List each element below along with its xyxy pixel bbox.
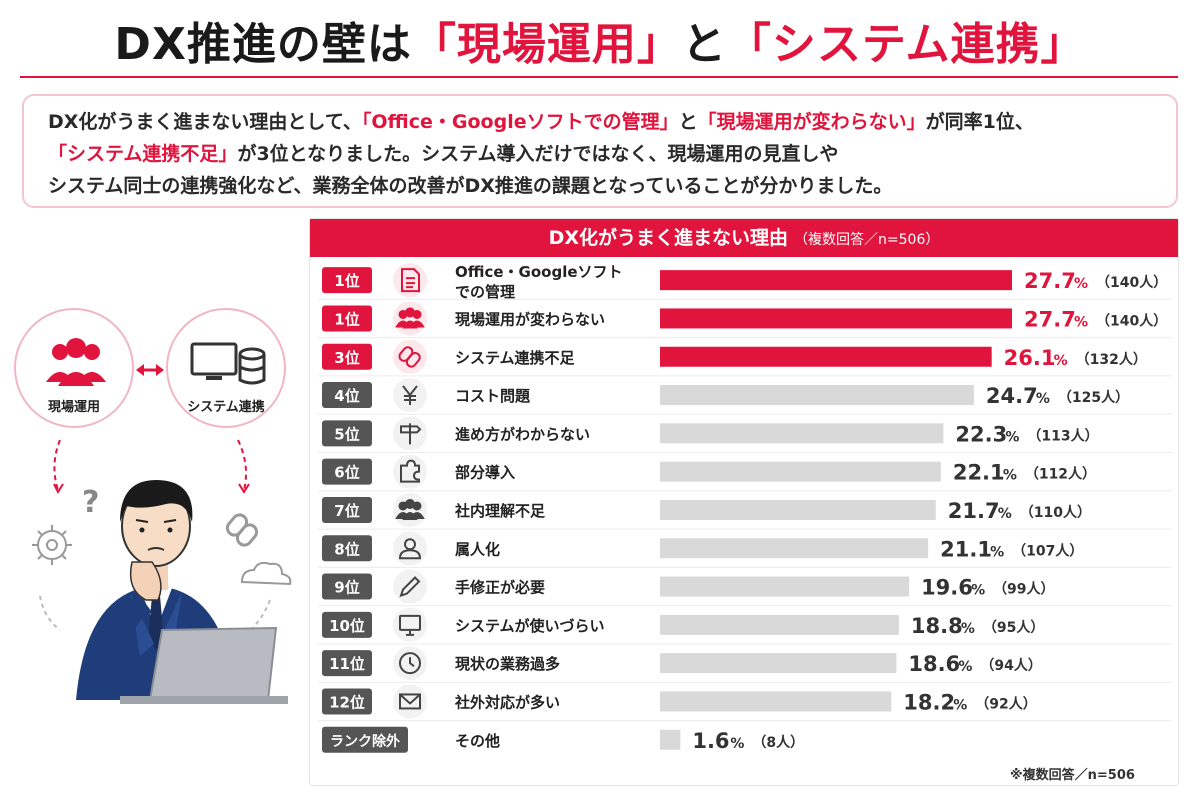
summary-highlight: 「システム連携不足」 [48,143,238,165]
field-operation-label: 現場運用 [47,400,100,415]
summary-line-2: 「システム連携不足」が3位となりました。システム導入だけではなく、現場運用の見直… [48,138,1152,170]
page-title: DX推進の壁は「現場運用」と「システム連携」 [0,8,1200,72]
summary-text: DX化がうまく進まない理由として、 [48,111,362,133]
summary-line-3: システム同士の連携強化など、業務全体の改善がDX推進の課題となっていることが分か… [48,175,893,197]
title-quote-2: 「システム連携」 [726,19,1086,70]
double-arrow-icon [136,364,164,376]
cloud-icon [240,561,292,586]
summary-text: と [678,111,698,133]
summary-highlight: 「現場運用が変わらない」 [697,111,926,133]
system-link-circle: システム連携 [166,308,286,428]
left-illustration: 現場運用 システム連携 [0,300,300,800]
chart-panel: DX化がうまく進まない理由 （複数回答／n=506） [309,218,1179,786]
summary-box: DX化がうまく進まない理由として、「Office・Googleソフトでの管理」と… [22,94,1178,208]
chain-icon [225,513,259,547]
chart-subtitle: （複数回答／n=506） [794,232,940,248]
title-prefix: DX推進の壁は [114,19,412,70]
summary-line-1: DX化がうまく進まない理由として、「Office・Googleソフトでの管理」と… [48,106,1152,138]
system-link-label: システム連携 [187,400,265,415]
worried-businessman-illustration: ? [32,364,292,704]
gear-icon [32,525,72,565]
computer-database-icon [190,342,266,385]
people-icon [46,338,106,386]
title-divider [20,76,1178,78]
footnote: ※複数回答／n=506 [1010,768,1135,783]
summary-highlight: 「Office・Googleソフトでの管理」 [361,111,679,133]
title-quote-1: 「現場運用」 [411,19,682,70]
summary-text: が3位となりました。システム導入だけではなく、現場運用の見直しや [237,143,839,165]
summary-text: が同率1位、 [925,111,1034,133]
chart-title: DX化がうまく進まない理由 [548,227,789,249]
question-mark-icon: ? [82,485,99,520]
chart-header: DX化がうまく進まない理由 （複数回答／n=506） [310,219,1178,257]
title-mid: と [681,19,727,70]
field-operation-circle: 現場運用 [14,308,134,428]
